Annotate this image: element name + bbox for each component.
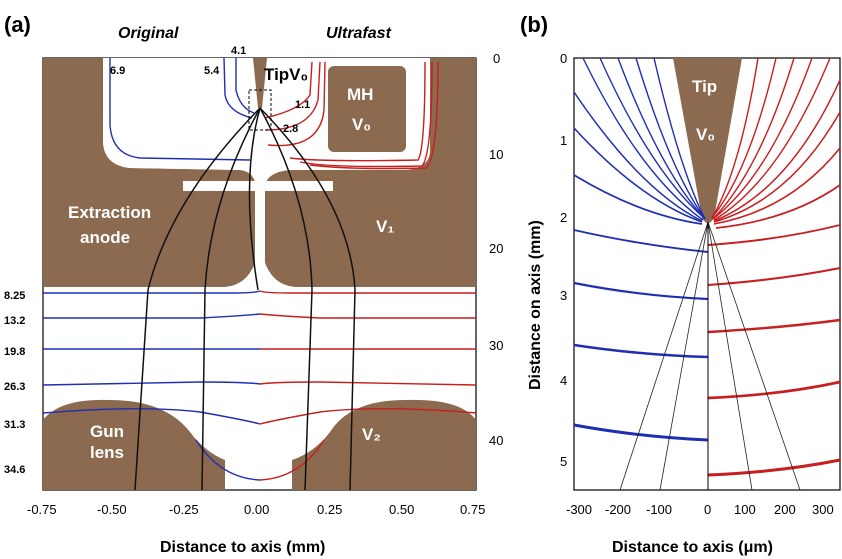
panel-b-x-title: Distance to axis (μm) (612, 539, 773, 556)
original-header: Original (118, 25, 179, 42)
right-tick-0: 0 (493, 51, 500, 66)
v1-label: V₁ (376, 217, 394, 236)
x-tick-b-4: 100 (734, 502, 756, 517)
mh-v-label: V₀ (352, 115, 371, 134)
gun-label-line2: lens (90, 443, 124, 462)
x-tick-b-0: -300 (566, 502, 592, 517)
y-tick-b-2: 2 (560, 210, 567, 225)
mh-block (328, 66, 406, 152)
panel-a-label: (a) (4, 12, 31, 37)
tip-shape (253, 58, 267, 108)
left-potential-labels: 8.25 13.2 19.8 26.3 31.3 34.6 (4, 290, 25, 476)
x-tick-a-3: 0.00 (244, 502, 269, 517)
potential-31-3: 31.3 (4, 419, 25, 431)
y-tick-b-1: 1 (560, 133, 567, 148)
extraction-anode-left (43, 58, 256, 287)
extraction-anode-right (264, 58, 476, 287)
right-tick-30: 30 (489, 338, 503, 353)
ultrafast-header: Ultrafast (326, 25, 392, 42)
panel-b-red-lines (707, 57, 841, 477)
panel-b-x-axis: -300 -200 -100 0 100 200 300 Distance to… (566, 502, 834, 556)
panel-b-trajectories (619, 221, 801, 491)
x-tick-a-2: -0.25 (169, 502, 199, 517)
x-tick-a-4: 0.25 (317, 502, 342, 517)
right-tick-40: 40 (489, 433, 503, 448)
panel-a-x-axis: -0.75 -0.50 -0.25 0.00 0.25 0.50 0.75 Di… (27, 502, 485, 556)
panel-b-y-title: Distance on axis (mm) (527, 220, 544, 390)
right-tick-10: 10 (489, 147, 503, 162)
x-tick-b-1: -200 (605, 502, 631, 517)
panel-b-label: (b) (520, 12, 548, 37)
y-tick-b-3: 3 (560, 288, 567, 303)
x-tick-b-2: -100 (646, 502, 672, 517)
panel-b-y-axis: 0 1 2 3 4 5 Distance on axis (mm) (527, 51, 567, 469)
extraction-label-line2: anode (80, 228, 130, 247)
panel-b-blue-lines (573, 57, 709, 442)
tip-zoom-box (248, 89, 272, 131)
potential-19-8: 19.8 (4, 346, 25, 358)
v2-electrode (292, 399, 476, 490)
extraction-label-line1: Extraction (68, 203, 151, 222)
tip-label: TipV₀ (264, 65, 308, 84)
x-tick-a-0: -0.75 (27, 502, 57, 517)
y-tick-b-5: 5 (560, 454, 567, 469)
panel-b-tip-v-label: V₀ (696, 125, 715, 144)
v2-label: V₂ (362, 425, 381, 444)
equipotentials-left (42, 57, 261, 481)
panel-a-x-title: Distance to axis (mm) (160, 539, 325, 556)
panel-b-tip-label: Tip (692, 77, 717, 96)
potential-2-8: 2.8 (283, 123, 298, 135)
y-tick-b-4: 4 (560, 373, 567, 388)
panel-b-plot: Tip V₀ (573, 57, 841, 491)
potential-13-2: 13.2 (4, 315, 25, 327)
potential-26-3: 26.3 (4, 381, 25, 393)
equipotentials-right (259, 61, 477, 481)
potential-4-1: 4.1 (231, 45, 246, 57)
cavity-left (103, 58, 256, 171)
electron-trajectories (134, 107, 356, 491)
right-tick-20: 20 (489, 241, 503, 256)
potential-6-9: 6.9 (110, 65, 125, 77)
x-tick-b-6: 300 (812, 502, 834, 517)
potential-8-25: 8.25 (4, 290, 25, 302)
x-tick-a-1: -0.50 (97, 502, 127, 517)
potential-1-1: 1.1 (295, 99, 310, 111)
x-tick-a-6: 0.75 (460, 502, 485, 517)
anode-aperture (255, 160, 265, 290)
gun-lens-left (43, 399, 225, 490)
panel-a-plot: Extraction anode V₁ MH V₀ Gun lens V₂ Ti… (42, 45, 477, 491)
panel-a-right-axis: 0 10 20 30 40 (489, 51, 503, 448)
potential-5-4: 5.4 (204, 65, 220, 77)
potential-34-6: 34.6 (4, 464, 25, 476)
x-tick-b-5: 200 (774, 502, 796, 517)
gun-label-line1: Gun (90, 422, 124, 441)
x-tick-b-3: 0 (704, 502, 711, 517)
y-tick-b-0: 0 (560, 51, 567, 66)
panel-b-tip (673, 58, 742, 223)
mh-label: MH (347, 85, 373, 104)
x-tick-a-5: 0.50 (389, 502, 414, 517)
